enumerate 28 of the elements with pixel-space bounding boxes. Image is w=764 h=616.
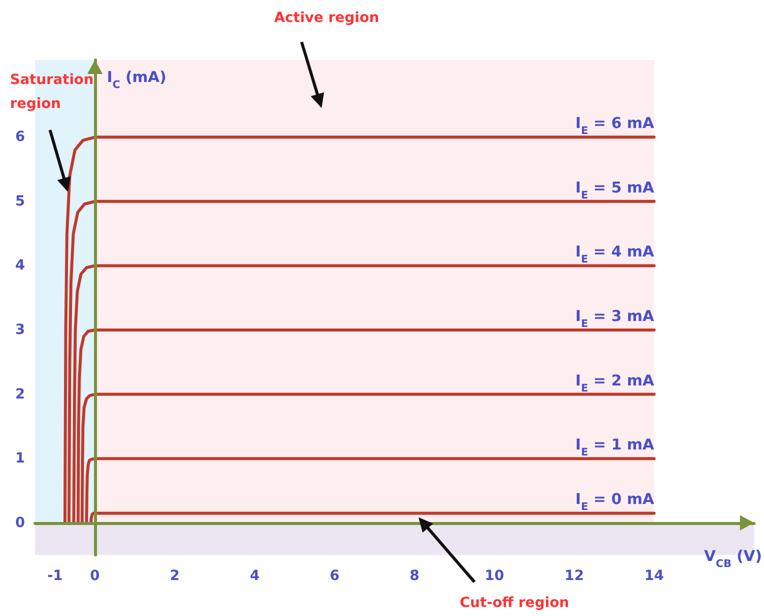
- series-label: I$_{E}$ = 6 mA: [575, 114, 655, 138]
- band-label: Saturation region: [10, 72, 94, 112]
- band-label: Cut-off region: [460, 595, 570, 611]
- y-axis-title: I$_{C}$ (mA): [106, 68, 166, 91]
- y-tick-label: 5: [15, 193, 25, 210]
- x-tick-label: 10: [484, 568, 504, 584]
- x-tick-label: 6: [330, 568, 340, 584]
- y-tick-label: 2: [15, 386, 25, 402]
- x-axis-title: V$_{CB}$ (V): [704, 546, 762, 570]
- series-label: I$_{E}$ = 1 mA: [575, 436, 655, 459]
- band-label: Active region: [274, 10, 380, 26]
- y-tick-label: 4: [15, 258, 26, 274]
- series-label: I$_{E}$ = 2 mA: [575, 371, 655, 394]
- x-tick-label: 14: [644, 568, 664, 584]
- y-tick-label: 6: [15, 129, 25, 146]
- x-tick-label: 0: [90, 568, 100, 584]
- series-label: I$_{E}$ = 3 mA: [575, 307, 655, 330]
- x-tick-label: 8: [410, 568, 420, 584]
- x-tick-label: 4: [250, 568, 260, 584]
- y-tick-label: 1: [15, 450, 25, 467]
- series-label: I$_{E}$ = 0 mA: [575, 490, 655, 514]
- series-label: I$_{E}$ = 4 mA: [575, 242, 655, 266]
- x-tick-label: 12: [564, 568, 584, 584]
- y-tick-label: 0: [15, 514, 26, 531]
- series-label: I$_{E}$ = 5 mA: [575, 178, 655, 202]
- y-tick-label: 3: [15, 322, 25, 338]
- x-tick-label: 2: [170, 568, 180, 584]
- x-tick-label: -1: [47, 568, 63, 584]
